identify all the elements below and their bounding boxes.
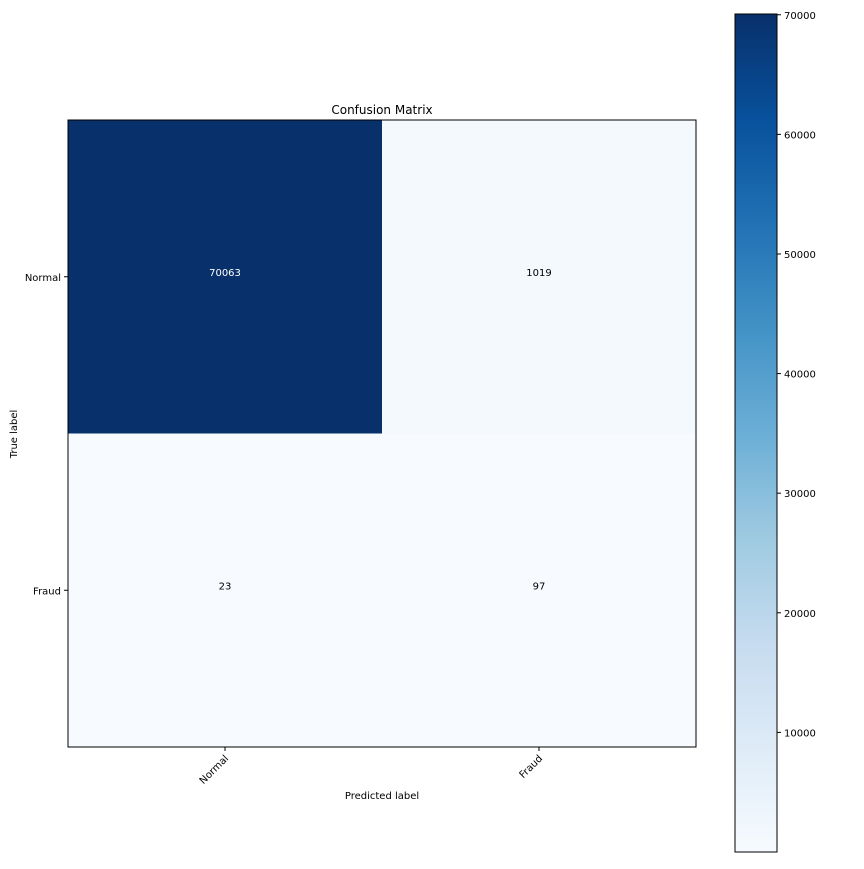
colorbar-tick-label: 60000 (784, 130, 816, 141)
colorbar-tick-label: 40000 (784, 370, 816, 381)
cell-value-label: 23 (219, 581, 232, 592)
cell-value-label: 97 (533, 581, 546, 592)
y-tick-label: Fraud (33, 586, 61, 597)
colorbar-tick-label: 10000 (784, 728, 816, 739)
x-tick-label: Fraud (518, 753, 546, 781)
colorbar-tick-label: 70000 (784, 11, 816, 22)
colorbar-gradient (734, 13, 778, 853)
cell-value-label: 70063 (209, 268, 241, 279)
colorbar: 10000 20000 30000 40000 50000 60000 70000 (734, 11, 816, 853)
matrix-cell (68, 120, 382, 434)
y-tick-label: Normal (25, 273, 61, 284)
matrix-cell (68, 433, 382, 747)
matrix-cells: 70063 1019 23 97 (68, 120, 696, 747)
x-axis-label: Predicted label (345, 791, 419, 802)
y-axis-label: True label (9, 410, 20, 460)
colorbar-tick-label: 30000 (784, 489, 816, 500)
cell-value-label: 1019 (526, 268, 551, 279)
x-tick-label: Normal (198, 753, 231, 786)
colorbar-tick-label: 50000 (784, 250, 816, 261)
matrix-cell (382, 433, 696, 747)
x-axis: Normal Fraud (198, 747, 545, 787)
y-axis: Normal Fraud (25, 273, 68, 597)
plot-frame (67, 119, 697, 748)
chart-title: Confusion Matrix (331, 103, 432, 117)
matrix-cell (382, 120, 696, 434)
colorbar-tick-label: 20000 (784, 609, 816, 620)
